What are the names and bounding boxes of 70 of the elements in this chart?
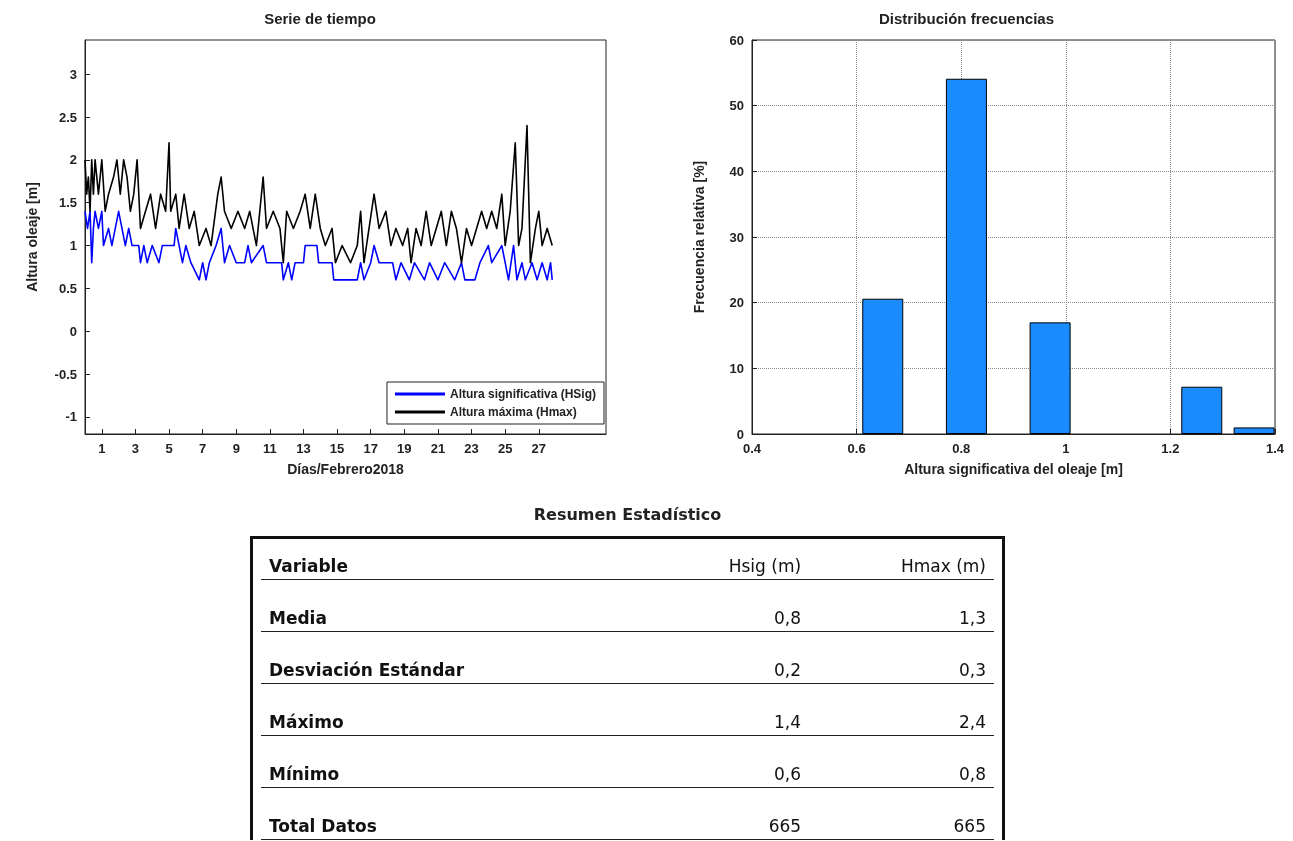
legend-label: Altura máxima (Hmax)	[449, 405, 577, 419]
text: 0,8	[774, 607, 802, 628]
x-axis-title: Altura significativa del oleaje [m]	[904, 461, 1123, 477]
x-tick-label: 3	[131, 441, 140, 456]
y-tick-label: 40	[729, 163, 744, 179]
y-tick-label: 0	[69, 323, 77, 339]
line-series	[84, 124, 554, 264]
x-tick-label: 25	[497, 441, 513, 456]
y-tick-label: 1	[69, 238, 77, 254]
text: 0,6	[774, 763, 802, 784]
x-tick-label: 15	[329, 441, 345, 456]
chart-title: Serie de tiempo	[264, 10, 376, 27]
category-label: Hmax (m)	[809, 539, 994, 579]
y-tick-label: 2.5	[58, 109, 77, 125]
category-label: Máximo	[269, 711, 344, 732]
x-tick-label: 1.2	[1161, 441, 1180, 456]
x-tick-label: 23	[464, 441, 479, 456]
text: 665	[768, 815, 802, 836]
text: 2,4	[958, 711, 986, 732]
y-tick-label: 30	[729, 229, 744, 245]
x-tick-label: 27	[531, 441, 547, 456]
y-tick-label: 60	[729, 32, 744, 48]
y-tick-label: 3	[69, 66, 77, 82]
text: 1,4	[774, 711, 802, 732]
text: 1,3	[958, 607, 986, 628]
y-tick-label: 10	[729, 360, 744, 376]
text: 0,2	[774, 659, 802, 680]
y-tick-label: -1	[65, 409, 77, 425]
x-tick-label: 0.4	[742, 441, 762, 456]
y-axis-title: Frecuencia relativa [%]	[691, 160, 707, 314]
x-tick-label: 7	[199, 441, 207, 456]
x-tick-label: 1	[98, 441, 106, 456]
x-tick-label: 13	[296, 441, 311, 456]
line-series	[84, 210, 554, 281]
x-tick-label: 1.4	[1265, 441, 1285, 456]
x-tick-label: 19	[397, 441, 412, 456]
category-label: Mínimo	[269, 763, 340, 784]
text: 0,3	[958, 659, 986, 680]
x-tick-label: 21	[430, 441, 446, 456]
x-tick-label: 11	[263, 441, 277, 456]
category-label: Variable	[261, 539, 648, 579]
text: Resumen Estadístico	[532, 505, 723, 524]
y-tick-label: 0	[736, 426, 744, 442]
bar	[862, 298, 904, 434]
category-label: Total Datos	[269, 815, 377, 836]
category-label: Media	[269, 607, 327, 628]
x-tick-label: 5	[165, 441, 173, 456]
x-tick-label: 1	[1062, 441, 1070, 456]
x-axis-title: Días/Febrero2018	[287, 461, 405, 477]
chart-title: Distribución frecuencias	[878, 10, 1055, 27]
y-tick-label: 2	[69, 152, 77, 168]
y-tick-label: -0.5	[54, 366, 77, 382]
bar	[1233, 427, 1275, 434]
x-tick-label: 0.8	[952, 441, 971, 456]
x-tick-label: 0.6	[847, 441, 866, 456]
y-tick-label: 20	[729, 295, 744, 311]
y-tick-label: 50	[729, 98, 744, 114]
x-tick-label: 17	[363, 441, 378, 456]
text: 665	[953, 815, 986, 836]
y-axis-title: Altura oleaje [m]	[24, 182, 40, 292]
legend-label: Altura significativa (HSig)	[449, 387, 597, 401]
bar	[1181, 386, 1223, 434]
bar	[1029, 322, 1071, 434]
category-label: Desviación Estándar	[269, 659, 465, 680]
x-tick-label: 9	[232, 441, 240, 456]
y-tick-label: 1.5	[58, 195, 77, 211]
text: 0,8	[958, 763, 986, 784]
category-label: Hsig (m)	[647, 539, 810, 579]
y-tick-label: 0.5	[58, 280, 77, 296]
bar	[945, 78, 987, 434]
